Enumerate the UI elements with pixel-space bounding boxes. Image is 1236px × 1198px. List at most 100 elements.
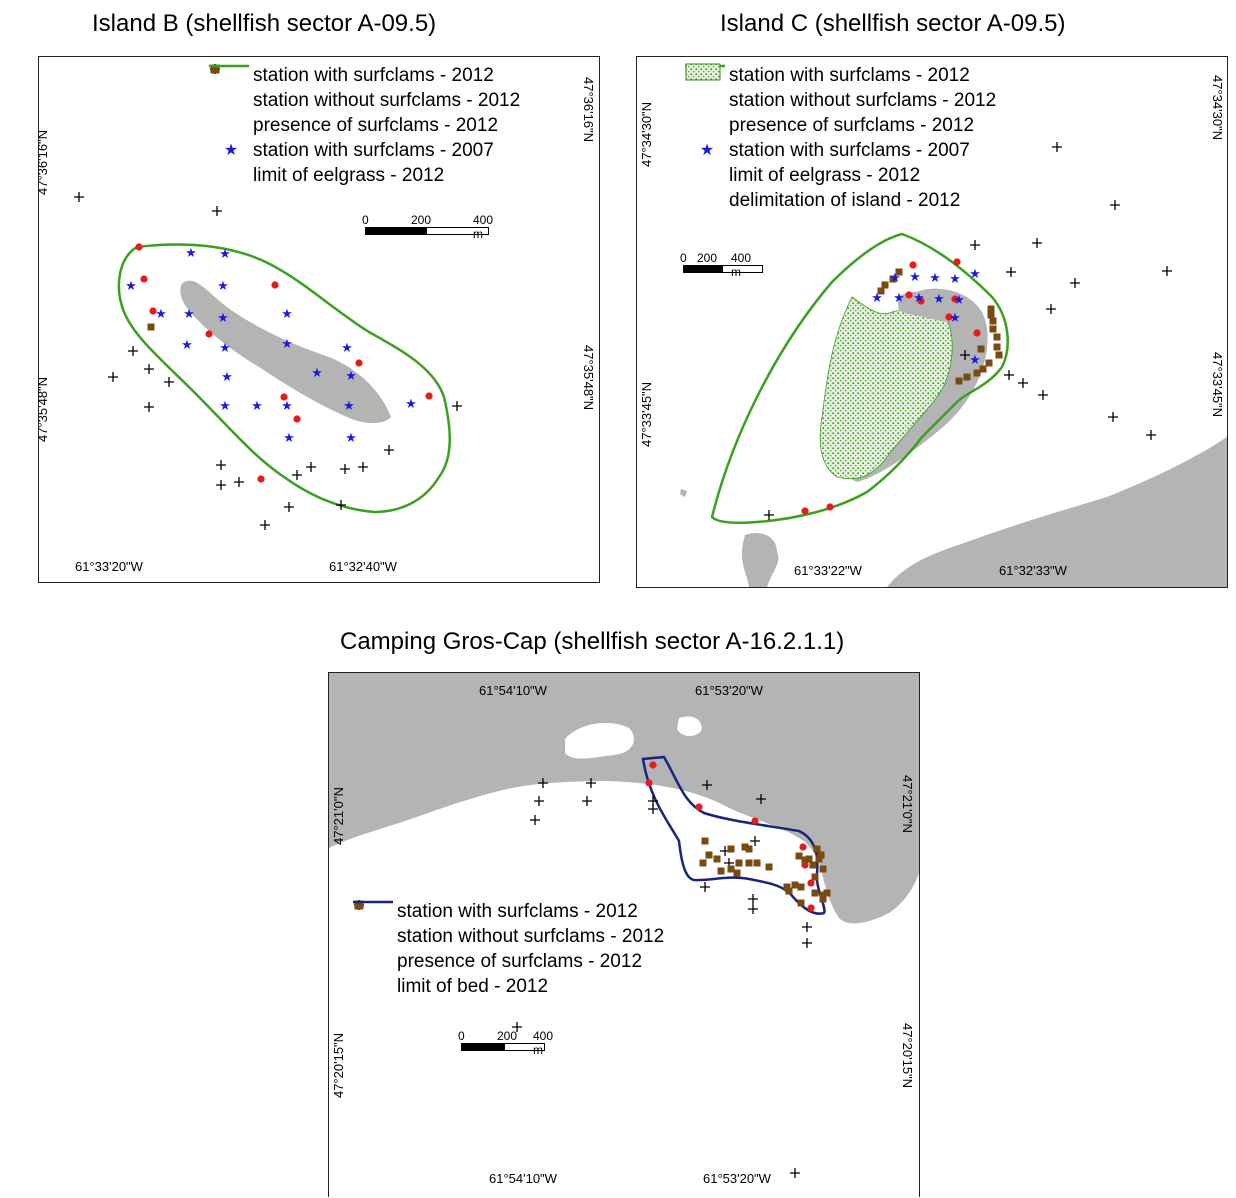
station-with-surfclams-marker: [280, 393, 288, 401]
legend-label: station with surfclams - 2012: [729, 65, 970, 86]
lat-label-top-right: 47°36'16"N: [581, 77, 596, 143]
legend-label: limit of bed - 2012: [397, 976, 549, 997]
bed-limit: [641, 755, 826, 915]
lat-label-top-left: 47°36'16"N: [38, 129, 50, 195]
island-land-upper: [897, 291, 959, 322]
presence-of-surfclams-marker: [817, 851, 825, 859]
map-gros-cap[interactable]: station with surfclams - 2012 station wi…: [328, 672, 920, 1197]
green-line-icon: [685, 64, 729, 188]
island-delimitation: [819, 296, 953, 480]
presence-of-surfclams-marker: [877, 287, 885, 295]
lat-label-bottom-right: 47°20'15"N: [900, 1023, 915, 1089]
station-2007-marker: ★: [221, 369, 233, 384]
station-without-surfclams-marker: [960, 350, 970, 360]
legend-label: station without surfclams - 2012: [253, 90, 521, 111]
legend-item: delimitation of island - 2012: [685, 63, 996, 213]
brown-square-icon: [353, 900, 397, 974]
map-island-b[interactable]: ★ ★ ★ ★ ★ ★ ★ ★ ★ ★ ★ ★ ★ ★ ★ ★ ★ ★ ★ ★ ★ ★ station with surf…: [38, 56, 600, 583]
station-with-surfclams-marker: [799, 843, 807, 851]
station-2007-marker: ★: [405, 396, 417, 411]
station-without-surfclams-marker: [748, 904, 758, 914]
presence-of-surfclams-marker: [823, 889, 831, 897]
station-with-surfclams-marker: [945, 313, 953, 321]
presence-of-surfclams-marker: [745, 859, 753, 867]
station-without-surfclams-marker: [538, 778, 548, 788]
station-without-surfclams-marker: [292, 470, 302, 480]
station-with-surfclams-marker: [917, 297, 925, 305]
station-without-surfclams-marker: [790, 1168, 800, 1178]
station-without-surfclams-marker: [384, 445, 394, 455]
presence-of-surfclams-marker: [963, 373, 971, 381]
station-without-surfclams-marker: [108, 372, 118, 382]
legend-item: ★ station with surfclams - 2007: [209, 138, 520, 163]
station-without-surfclams-marker: [764, 510, 774, 520]
station-without-surfclams-marker: [802, 938, 812, 948]
legend-item: presence of surfclams - 2012: [353, 900, 664, 974]
scale-max: 400 m: [473, 213, 494, 241]
station-without-surfclams-marker: [336, 500, 346, 510]
station-2007-marker: ★: [969, 352, 981, 367]
brown-square-icon: [685, 64, 729, 138]
presence-of-surfclams-marker: [701, 837, 709, 845]
station-with-surfclams-marker: [909, 261, 917, 269]
station-with-surfclams-marker: [751, 817, 759, 825]
legend-item: station with surfclams - 2012: [685, 63, 996, 88]
station-without-surfclams-marker: [216, 460, 226, 470]
station-2007-marker: ★: [281, 398, 293, 413]
station-with-surfclams-marker: [149, 307, 157, 315]
map-gros-cap-canvas: [329, 673, 919, 1178]
presence-of-surfclams-marker: [717, 867, 725, 875]
lon-label-left: 61°33'22"W: [794, 563, 862, 578]
blue-star-icon: ★: [223, 142, 239, 159]
station-without-surfclams-marker: [1004, 370, 1014, 380]
lon-label-left: 61°33'20"W: [75, 559, 143, 574]
presence-of-surfclams-marker: [973, 369, 981, 377]
lon-label-right: 61°32'33"W: [999, 563, 1067, 578]
legend-label: station with surfclams - 2007: [253, 140, 494, 161]
lon-label-bottom-right: 61°53'20"W: [703, 1171, 771, 1186]
cross-icon: [209, 64, 253, 113]
station-2007-marker: ★: [889, 270, 901, 285]
map-island-c[interactable]: ★ ★ ★ ★ ★ ★ ★ ★ ★ ★ ★ ★ station with surfclams - 20…: [636, 56, 1228, 588]
dotted-area-icon: [685, 63, 729, 213]
presence-of-surfclams-marker: [147, 323, 155, 331]
station-without-surfclams-marker: [144, 364, 154, 374]
presence-of-surfclams-marker: [989, 325, 997, 333]
station-with-surfclams-marker: [355, 359, 363, 367]
station-without-surfclams-marker: [1146, 430, 1156, 440]
station-without-surfclams-marker: [534, 796, 544, 806]
station-2007-marker: ★: [343, 398, 355, 413]
station-with-surfclams-marker: [135, 243, 143, 251]
station-2007-marker: ★: [933, 291, 945, 306]
station-without-surfclams-marker: [700, 882, 710, 892]
presence-of-surfclams-marker: [977, 345, 985, 353]
station-without-surfclams-marker: [1162, 266, 1172, 276]
lon-label-top-left: 61°54'10"W: [479, 683, 547, 698]
presence-of-surfclams-marker: [989, 317, 997, 325]
station-without-surfclams-marker: [1108, 412, 1118, 422]
small-islet: [680, 489, 687, 497]
station-without-surfclams-marker: [1070, 278, 1080, 288]
legend-item: station without surfclams - 2012: [353, 900, 664, 949]
station-2007-marker: ★: [341, 340, 353, 355]
legend-item: ★ station with surfclams - 2007: [685, 138, 996, 163]
presence-of-surfclams-marker: [987, 311, 995, 319]
station-without-surfclams-marker: [748, 894, 758, 904]
lon-label-bottom-left: 61°54'10"W: [489, 1171, 557, 1186]
station-2007-marker: ★: [281, 306, 293, 321]
station-2007-marker: ★: [217, 278, 229, 293]
presence-of-surfclams-marker: [705, 851, 713, 859]
station-2007-marker: ★: [217, 310, 229, 325]
presence-of-surfclams-marker: [713, 855, 721, 863]
presence-of-surfclams-marker: [699, 859, 707, 867]
station-without-surfclams-marker: [1038, 390, 1048, 400]
station-2007-marker: ★: [219, 398, 231, 413]
station-2007-marker: ★: [311, 365, 323, 380]
presence-of-surfclams-marker: [795, 852, 803, 860]
station-2007-marker: ★: [125, 278, 137, 293]
scale-zero: 0: [680, 251, 687, 265]
legend-label: station with surfclams - 2012: [397, 901, 638, 922]
legend-item: limit of eelgrass - 2012: [209, 64, 520, 188]
lat-label-bottom-right: 47°33'45"N: [1210, 352, 1225, 418]
station-with-surfclams-marker: [645, 779, 653, 787]
